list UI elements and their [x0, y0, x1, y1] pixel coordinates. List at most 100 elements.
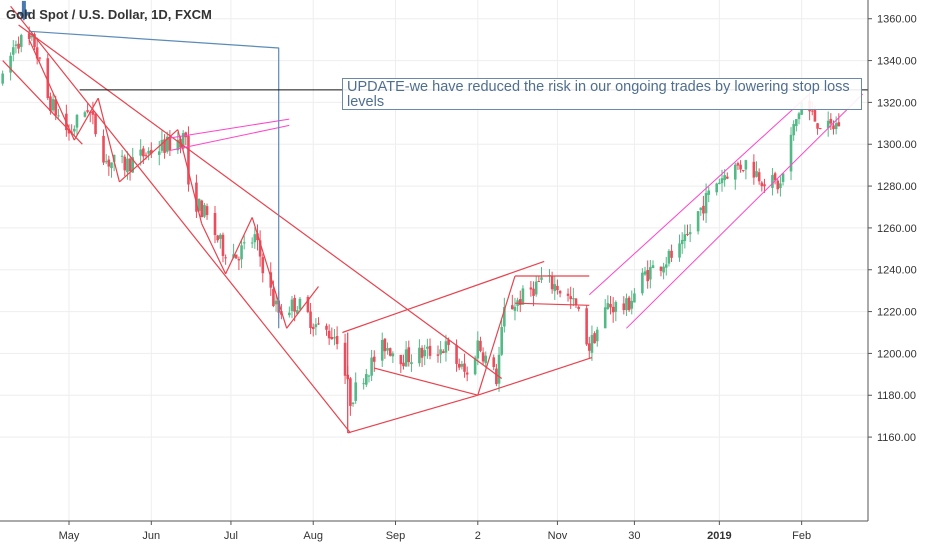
candle-body — [455, 345, 458, 364]
candle — [150, 142, 153, 159]
candle-body — [585, 308, 588, 345]
candle-body — [365, 373, 368, 385]
candle-body — [362, 383, 365, 385]
pattern-trendline — [477, 357, 593, 396]
candle — [649, 260, 652, 289]
candle-body — [550, 276, 554, 290]
candle — [195, 174, 198, 219]
candle-body — [160, 139, 164, 151]
candle — [325, 323, 328, 336]
candle-body — [436, 354, 440, 356]
candle — [532, 281, 535, 307]
candle-body — [723, 175, 726, 181]
candle — [479, 336, 482, 353]
candle — [17, 36, 20, 54]
candle-body — [354, 382, 357, 401]
candle — [625, 293, 628, 316]
x-tick-label: Jun — [142, 530, 160, 542]
candle-body — [195, 182, 198, 212]
x-tick-label: Nov — [548, 530, 568, 542]
candle — [686, 224, 689, 237]
candle — [664, 256, 668, 276]
candle — [704, 183, 708, 223]
candle-body — [298, 298, 302, 310]
candle-body — [386, 348, 389, 351]
candle — [457, 358, 461, 371]
candle-body — [513, 306, 517, 311]
candle-body — [30, 35, 34, 38]
candle — [83, 110, 87, 118]
candle-body — [205, 206, 209, 216]
candle — [11, 40, 15, 62]
candle — [407, 340, 411, 367]
candle — [537, 276, 541, 283]
candle-body — [11, 47, 15, 55]
candle-body — [481, 352, 485, 362]
x-tick-label: Aug — [303, 530, 323, 542]
candle — [46, 53, 50, 101]
candle-body — [46, 58, 50, 99]
candle-body — [720, 178, 724, 184]
candle — [38, 57, 42, 62]
candle-body — [614, 302, 618, 312]
candle-body — [683, 234, 687, 242]
candle — [354, 372, 357, 404]
wedge-trendline — [169, 124, 290, 151]
candle-body — [558, 290, 562, 294]
candle-body — [511, 305, 514, 310]
candle — [633, 288, 636, 303]
candle — [298, 297, 302, 312]
candle-body — [813, 109, 817, 122]
candle — [521, 285, 525, 305]
candle-body — [335, 335, 339, 345]
candle — [388, 347, 392, 357]
candle — [603, 299, 607, 329]
candle-body — [126, 158, 129, 173]
candle-body — [553, 284, 557, 292]
candle-body — [439, 349, 442, 355]
candle — [696, 211, 700, 235]
candle-body — [367, 375, 371, 377]
update-annotation[interactable]: UPDATE-we have reduced the risk in our o… — [342, 78, 862, 110]
candle-body — [19, 35, 23, 47]
candle-body — [792, 124, 795, 136]
candle-body — [670, 250, 673, 258]
pattern-trendline — [28, 39, 75, 141]
candle — [123, 154, 127, 177]
candle — [776, 179, 780, 194]
candle-body — [529, 287, 533, 290]
candle-body — [569, 296, 573, 300]
candle-body — [147, 150, 150, 154]
pattern-trendline — [10, 5, 351, 434]
candle-body — [818, 128, 822, 130]
candle — [288, 306, 291, 318]
candle-body — [144, 154, 148, 156]
candle-body — [349, 378, 352, 406]
candle — [476, 331, 480, 366]
candle-body — [213, 212, 217, 236]
candle-body — [832, 125, 835, 130]
candle-body — [473, 357, 477, 375]
candle — [383, 338, 387, 359]
candle — [829, 113, 833, 131]
candle — [771, 168, 774, 196]
x-tick-label: Feb — [792, 530, 811, 542]
candle-body — [826, 120, 830, 129]
candle — [306, 295, 310, 314]
candle-body — [739, 164, 742, 170]
candle — [739, 160, 742, 173]
candle-body — [590, 335, 594, 353]
candle — [404, 341, 408, 367]
drawing-layer-front — [2, 0, 868, 434]
candle-body — [309, 311, 312, 329]
candle — [511, 294, 514, 310]
candle — [314, 318, 318, 336]
candle — [744, 159, 748, 180]
candle — [529, 281, 533, 297]
candle — [760, 180, 764, 192]
candle — [614, 300, 618, 322]
candle — [367, 374, 371, 383]
x-tick-label: May — [59, 530, 80, 542]
